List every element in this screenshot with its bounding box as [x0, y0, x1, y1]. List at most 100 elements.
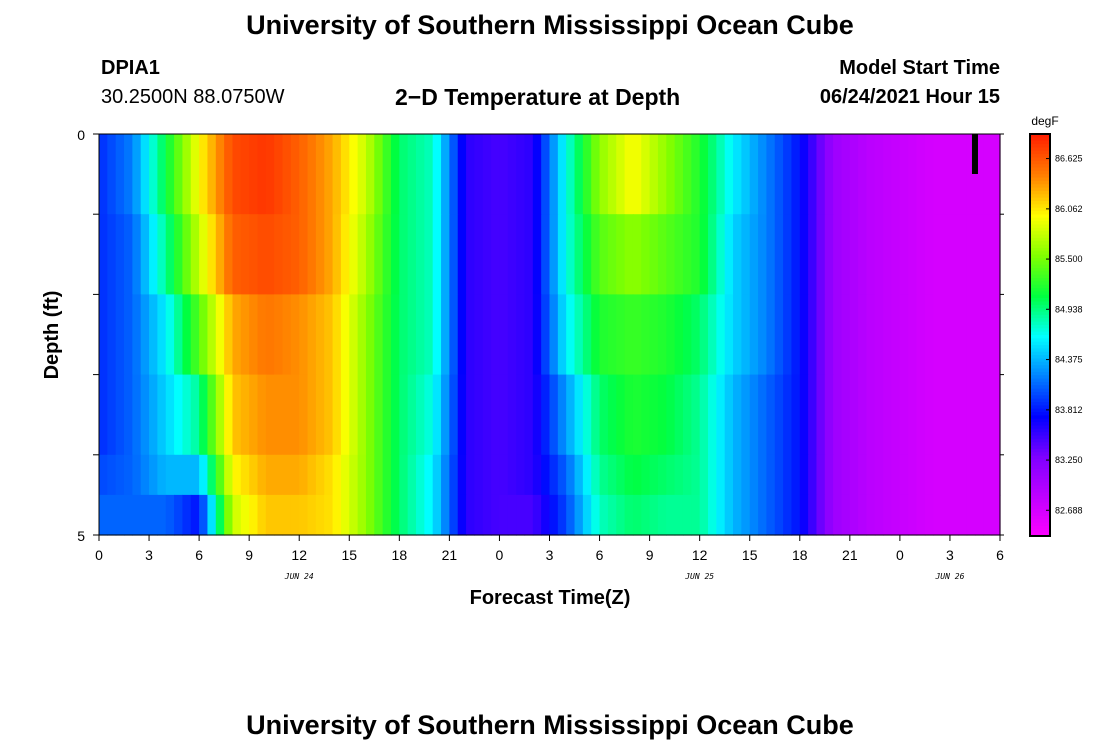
heatmap-cell	[140, 214, 150, 295]
heatmap-cell	[416, 134, 425, 215]
heatmap-cell	[115, 454, 125, 496]
heatmap-cell	[607, 454, 617, 496]
heatmap-cell	[833, 134, 843, 215]
date-label: JUN 25	[684, 572, 714, 581]
colorbar-tick-label: 82.688	[1055, 505, 1083, 515]
heatmap-cell	[441, 134, 450, 215]
heatmap-cell	[399, 214, 409, 295]
heatmap-cell	[966, 374, 976, 456]
heatmap-cell	[432, 294, 442, 376]
heatmap-cell	[883, 214, 893, 295]
heatmap-cell	[541, 494, 551, 536]
x-tick-label: 3	[946, 547, 954, 563]
heatmap-cell	[240, 214, 250, 295]
heatmap-cell	[282, 454, 292, 496]
heatmap-cell	[741, 454, 751, 496]
colorbar-segment	[1030, 381, 1050, 386]
heatmap-cell	[599, 374, 609, 456]
heatmap-cell	[482, 214, 492, 295]
heatmap-cell	[340, 134, 350, 215]
heatmap-cell	[140, 374, 150, 456]
heatmap-cell	[657, 494, 667, 536]
heatmap-cell	[974, 214, 984, 295]
colorbar-segment	[1030, 395, 1050, 400]
heatmap-cell	[224, 374, 234, 456]
y-tick-label: 0	[77, 127, 85, 143]
heatmap-cell	[124, 214, 133, 295]
heatmap-cell	[524, 214, 534, 295]
heatmap-cell	[574, 214, 584, 295]
heatmap-cell	[441, 214, 450, 295]
heatmap-cell	[374, 294, 384, 376]
colorbar-segment	[1030, 164, 1050, 169]
heatmap-cell	[357, 454, 367, 496]
heatmap-cell	[641, 214, 651, 295]
heatmap-cell	[908, 214, 918, 295]
heatmap-cell	[858, 454, 868, 496]
heatmap-cell	[124, 374, 133, 456]
heatmap-cell	[399, 494, 409, 536]
heatmap-cell	[457, 374, 467, 456]
heatmap-cell	[532, 494, 542, 536]
heatmap-cell	[199, 214, 209, 295]
heatmap-cell	[991, 294, 1001, 376]
heatmap-cell	[766, 494, 776, 536]
heatmap-cell	[824, 374, 834, 456]
colorbar-segment	[1030, 368, 1050, 373]
heatmap-cell	[582, 214, 592, 295]
heatmap-cell	[299, 294, 309, 376]
heatmap-cell	[657, 374, 667, 456]
colorbar-segment	[1030, 338, 1050, 343]
heatmap-cell	[382, 494, 392, 536]
heatmap-cell	[491, 374, 501, 456]
heatmap-cell	[407, 454, 417, 496]
heatmap-cell	[124, 494, 133, 536]
heatmap-cell	[107, 454, 117, 496]
colorbar-segment	[1030, 365, 1050, 370]
colorbar-segment	[1030, 458, 1050, 463]
heatmap-cell	[808, 134, 818, 215]
colorbar-segment	[1030, 237, 1050, 242]
heatmap-cell	[841, 374, 851, 456]
x-tick-label: 0	[896, 547, 904, 563]
heatmap-cell	[424, 214, 434, 295]
heatmap-cell	[115, 134, 125, 215]
colorbar-segment	[1030, 174, 1050, 179]
heatmap-cell	[474, 454, 484, 496]
heatmap-cell	[991, 454, 1001, 496]
heatmap-cell	[816, 214, 826, 295]
heatmap-cell	[582, 374, 592, 456]
colorbar-segment	[1030, 288, 1050, 293]
colorbar: 86.625 86.062 85.500 84.938 84.375 83.812 83.2…	[1029, 133, 1083, 537]
colorbar-segment	[1030, 335, 1050, 339]
x-tick-label: 3	[145, 547, 153, 563]
heatmap-cell	[766, 134, 776, 215]
heatmap-cell	[849, 454, 859, 496]
heatmap-cell	[324, 494, 334, 536]
heatmap-cell	[466, 374, 476, 456]
colorbar-segment	[1030, 268, 1050, 272]
heatmap-cell	[624, 494, 634, 536]
heatmap-cell	[491, 214, 501, 295]
x-tick-label: 6	[195, 547, 203, 563]
colorbar-segment	[1030, 197, 1050, 202]
heatmap-cell	[115, 374, 125, 456]
heatmap-cell	[507, 214, 517, 295]
heatmap-cell	[99, 294, 108, 376]
colorbar-segment	[1030, 529, 1050, 534]
heatmap-cell	[257, 454, 267, 496]
heatmap-cell	[708, 494, 717, 536]
heatmap-cell	[582, 454, 592, 496]
heatmap-cell	[741, 374, 751, 456]
heatmap-cell	[199, 294, 209, 376]
heatmap-cell	[816, 374, 826, 456]
heatmap-cell	[682, 494, 692, 536]
heatmap-cell	[416, 494, 425, 536]
heatmap-cell	[916, 454, 926, 496]
heatmap-cell	[466, 454, 476, 496]
heatmap-cell	[549, 214, 559, 295]
heatmap-cell	[357, 134, 367, 215]
heatmap-cell	[974, 294, 984, 376]
heatmap-cell	[958, 134, 968, 215]
heatmap-cell	[174, 134, 184, 215]
